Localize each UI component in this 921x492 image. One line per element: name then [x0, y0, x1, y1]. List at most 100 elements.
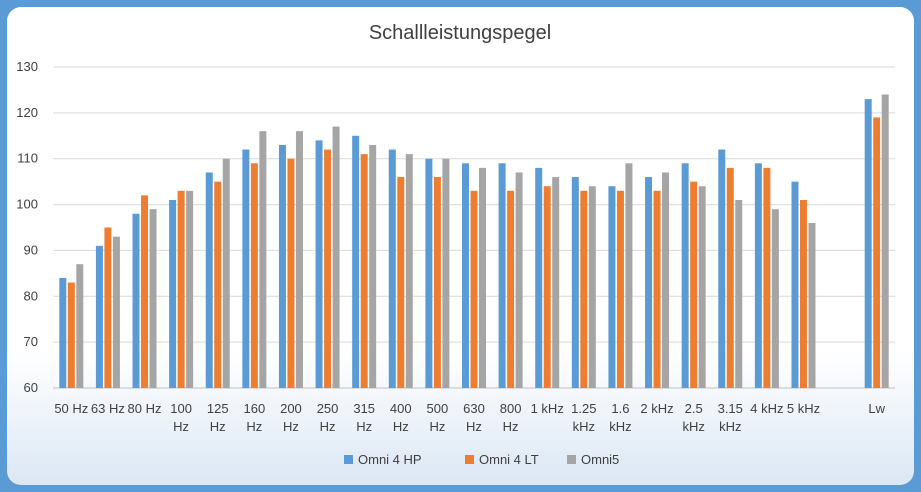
bar [735, 199, 743, 388]
legend-swatch [344, 455, 353, 464]
x-tick-label: 315 Hz [353, 401, 375, 434]
bar [726, 167, 734, 388]
bar [177, 190, 185, 388]
x-tick-label: 400 Hz [390, 401, 412, 434]
bar [222, 158, 230, 388]
bar [278, 144, 286, 388]
x-tick-label: Lw [868, 401, 885, 416]
bar [324, 149, 332, 388]
bar [259, 131, 267, 388]
bar [388, 149, 396, 388]
x-tick-label: 1.6 kHz [609, 401, 631, 434]
x-axis-ticks: 50 Hz 63 Hz 80 Hz 100 Hz 125 Hz 160 Hz 200 Hz 250 Hz… [54, 401, 885, 434]
bar [571, 177, 579, 388]
bar [442, 158, 450, 388]
legend-label: Omni5 [581, 452, 619, 467]
bar [141, 195, 149, 388]
bar [149, 209, 157, 388]
legend-label: Omni 4 LT [479, 452, 539, 467]
x-tick-label: 630 Hz [463, 401, 485, 434]
bar [462, 163, 469, 388]
bar [645, 177, 653, 388]
bar [543, 186, 551, 388]
bar [515, 172, 523, 388]
bar [369, 144, 377, 388]
x-tick-label: 4 kHz [750, 401, 783, 416]
legend-swatch [465, 455, 474, 464]
bar [132, 213, 140, 388]
x-tick-label: 800 Hz [500, 401, 522, 434]
bar [287, 158, 295, 388]
bar [754, 163, 762, 388]
bar [214, 181, 222, 388]
bar [771, 209, 779, 388]
bar [552, 177, 560, 388]
bars [59, 94, 889, 388]
bar [580, 190, 588, 388]
bar [242, 149, 250, 388]
bar [405, 154, 413, 388]
x-tick-label: 1 kHz [531, 401, 564, 416]
bar [425, 158, 433, 388]
bar [295, 131, 303, 388]
x-tick-label: 160 Hz [243, 401, 265, 434]
bar [352, 135, 360, 388]
bar [470, 190, 478, 388]
y-tick-label: 80 [24, 288, 38, 303]
bar [662, 172, 670, 388]
x-tick-label: 3.15 kHz [718, 401, 743, 434]
y-tick-label: 60 [24, 380, 38, 395]
x-tick-label: 5 kHz [787, 401, 820, 416]
bar [653, 190, 661, 388]
x-tick-label: 2.5 kHz [682, 401, 704, 434]
bar [718, 149, 726, 388]
bar [535, 167, 543, 388]
bar [112, 236, 120, 388]
chart-title: Schallleistungspegel [369, 22, 551, 44]
bar [808, 222, 816, 388]
y-tick-label: 90 [24, 242, 38, 257]
legend: Omni 4 HP Omni 4 LT Omni5 [344, 452, 619, 467]
x-tick-label: 2 kHz [640, 401, 673, 416]
bar [498, 163, 506, 388]
bar [186, 190, 194, 388]
bar [690, 181, 698, 388]
bar [397, 177, 405, 388]
x-tick-label: 1.25 kHz [571, 401, 596, 434]
y-tick-label: 70 [24, 334, 38, 349]
bar [205, 172, 213, 388]
bar [799, 199, 807, 388]
legend-swatch [567, 455, 576, 464]
bar [791, 181, 799, 388]
x-tick-label: 80 Hz [128, 401, 162, 416]
bar [881, 94, 889, 388]
bar [588, 186, 596, 388]
bar [104, 227, 112, 388]
x-tick-label: 50 Hz [54, 401, 88, 416]
chart-frame [7, 7, 914, 485]
bar [250, 163, 258, 388]
bar [433, 177, 441, 388]
bar [360, 154, 368, 388]
bar [698, 186, 706, 388]
y-tick-label: 130 [16, 59, 38, 74]
bar [67, 282, 75, 388]
x-tick-label: 100 Hz [170, 401, 192, 434]
bar [76, 264, 84, 388]
bar [608, 186, 616, 388]
bar [625, 163, 633, 388]
bar [332, 126, 340, 388]
bar [59, 277, 67, 388]
bar [507, 190, 515, 388]
x-tick-label: 125 Hz [207, 401, 229, 434]
x-tick-label: 500 Hz [427, 401, 449, 434]
bar [315, 140, 323, 388]
y-axis-ticks: 60 70 80 90 100 110 120 130 [16, 59, 38, 395]
bar [864, 99, 872, 388]
bar [616, 190, 624, 388]
bar [479, 167, 486, 388]
x-tick-label: 200 Hz [280, 401, 302, 434]
y-tick-label: 100 [16, 197, 38, 212]
x-tick-label: 250 Hz [317, 401, 339, 434]
